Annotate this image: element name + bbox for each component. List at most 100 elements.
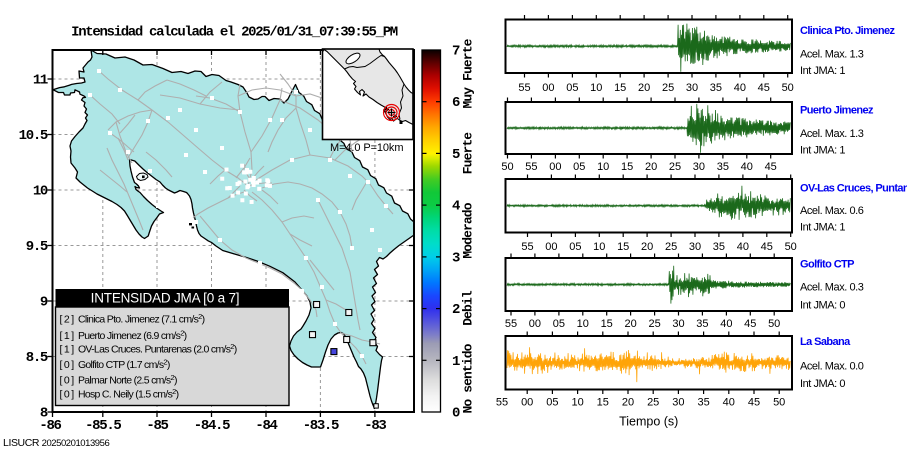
svg-text:45: 45 [761, 241, 773, 253]
svg-text:25: 25 [662, 82, 674, 94]
svg-text:-85.5: -85.5 [85, 418, 121, 434]
svg-text:25: 25 [669, 161, 681, 173]
svg-text:15: 15 [614, 82, 626, 94]
svg-text:15: 15 [617, 241, 629, 253]
svg-text:Intensidad calculada el 2025/0: Intensidad calculada el 2025/01/31_07:39… [71, 25, 398, 41]
svg-text:3: 3 [452, 250, 460, 266]
svg-text:9: 9 [40, 295, 48, 311]
svg-text:00: 00 [545, 241, 557, 253]
svg-text:15: 15 [601, 318, 613, 330]
svg-text:No sentido: No sentido [461, 343, 476, 413]
svg-text:Int JMA: 0: Int JMA: 0 [800, 378, 845, 390]
svg-text:40: 40 [723, 397, 735, 409]
svg-text:1: 1 [452, 354, 460, 370]
svg-text:-84: -84 [255, 418, 277, 434]
svg-text:10.5: 10.5 [19, 128, 48, 144]
svg-text:Acel. Max. 0.3: Acel. Max. 0.3 [800, 282, 864, 294]
svg-text:8: 8 [40, 406, 48, 422]
svg-text:45: 45 [744, 318, 756, 330]
svg-text:20: 20 [624, 318, 636, 330]
svg-text:Int JMA: 1: Int JMA: 1 [800, 65, 845, 77]
svg-text:35: 35 [713, 241, 725, 253]
svg-text:15: 15 [597, 397, 609, 409]
svg-text:8.5: 8.5 [26, 350, 48, 366]
svg-text:Acel. Max. 0.0: Acel. Max. 0.0 [800, 360, 864, 372]
svg-text:05: 05 [546, 397, 558, 409]
svg-text:[ 1 ] Puerto Jimenez (6.9 cm/: [ 1 ] Puerto Jimenez (6.9 cm/s2) [60, 329, 187, 343]
svg-text:7: 7 [452, 44, 460, 60]
svg-text:Muy Fuerte: Muy Fuerte [461, 38, 476, 108]
svg-text:50: 50 [501, 161, 513, 173]
svg-text:00: 00 [529, 318, 541, 330]
svg-text:45: 45 [758, 82, 770, 94]
svg-text:20: 20 [645, 161, 657, 173]
svg-text:25: 25 [665, 241, 677, 253]
svg-text:0: 0 [452, 406, 460, 422]
svg-text:9.5: 9.5 [26, 239, 48, 255]
svg-text:20: 20 [622, 397, 634, 409]
svg-text:Acel. Max. 0.6: Acel. Max. 0.6 [800, 205, 864, 217]
svg-text:35: 35 [697, 397, 709, 409]
svg-text:[ 0 ] Hosp C. Neily (1.5 cm/s: [ 0 ] Hosp C. Neily (1.5 cm/s2) [60, 387, 179, 401]
svg-text:30: 30 [672, 397, 684, 409]
svg-text:Clinica Pto. Jimenez: Clinica Pto. Jimenez [800, 25, 895, 37]
svg-text:05: 05 [569, 241, 581, 253]
svg-text:Int JMA: 1: Int JMA: 1 [800, 222, 845, 234]
svg-text:20: 20 [638, 82, 650, 94]
svg-text:55: 55 [518, 82, 530, 94]
svg-text:05: 05 [573, 161, 585, 173]
svg-text:30: 30 [686, 82, 698, 94]
svg-text:35: 35 [710, 82, 722, 94]
svg-text:4: 4 [452, 199, 460, 215]
svg-text:25: 25 [648, 318, 660, 330]
svg-text:-83.5: -83.5 [303, 418, 339, 434]
svg-text:15: 15 [621, 161, 633, 173]
svg-text:La Sabana: La Sabana [800, 336, 851, 348]
svg-text:M=4.0 P=10km: M=4.0 P=10km [330, 142, 403, 154]
svg-text:2: 2 [452, 302, 460, 318]
svg-text:Debil: Debil [461, 290, 476, 326]
svg-text:[ 2 ] Clinica Pto. Jimenez (7: [ 2 ] Clinica Pto. Jimenez (7.1 cm/s2) [60, 312, 205, 326]
svg-text:30: 30 [693, 161, 705, 173]
svg-text:Moderado: Moderado [461, 202, 476, 258]
svg-text:LISUCR 20250201013956: LISUCR 20250201013956 [3, 437, 109, 449]
svg-text:40: 40 [737, 241, 749, 253]
svg-text:Golfito CTP: Golfito CTP [800, 259, 854, 271]
svg-text:00: 00 [542, 82, 554, 94]
svg-text:Tiempo (s): Tiempo (s) [619, 415, 678, 429]
svg-text:10: 10 [571, 397, 583, 409]
svg-text:55: 55 [521, 241, 533, 253]
svg-text:[ 0 ] Golfito CTP (1.7 cm/s2): [ 0 ] Golfito CTP (1.7 cm/s2) [60, 358, 170, 372]
svg-text:50: 50 [768, 318, 780, 330]
svg-text:35: 35 [717, 161, 729, 173]
svg-text:Acel. Max. 1.3: Acel. Max. 1.3 [800, 128, 864, 140]
svg-text:20: 20 [641, 241, 653, 253]
svg-text:INTENSIDAD JMA [0 a 7]: INTENSIDAD JMA [0 a 7] [91, 291, 240, 306]
svg-text:35: 35 [696, 318, 708, 330]
svg-text:-86: -86 [39, 418, 61, 434]
svg-text:5: 5 [452, 147, 460, 163]
svg-text:00: 00 [549, 161, 561, 173]
svg-text:[ 1 ] OV-Las Cruces. Puntaren: [ 1 ] OV-Las Cruces. Puntarenas (2.0 cm/… [60, 342, 237, 356]
svg-text:55: 55 [505, 318, 517, 330]
svg-text:50: 50 [773, 397, 785, 409]
svg-text:6: 6 [452, 95, 460, 111]
svg-text:10: 10 [33, 184, 48, 200]
svg-text:10: 10 [593, 241, 605, 253]
svg-text:10: 10 [577, 318, 589, 330]
svg-text:00: 00 [521, 397, 533, 409]
svg-text:Puerto Jimenez: Puerto Jimenez [800, 105, 874, 117]
svg-text:40: 40 [720, 318, 732, 330]
svg-text:05: 05 [566, 82, 578, 94]
svg-text:10: 10 [597, 161, 609, 173]
svg-text:Int JMA: 1: Int JMA: 1 [800, 145, 845, 157]
svg-text:11: 11 [33, 73, 48, 89]
svg-text:Acel. Max. 1.3: Acel. Max. 1.3 [800, 49, 864, 61]
svg-text:30: 30 [689, 241, 701, 253]
svg-text:-83: -83 [364, 418, 386, 434]
svg-text:55: 55 [496, 397, 508, 409]
svg-text:25: 25 [647, 397, 659, 409]
svg-text:[ 0 ] Palmar Norte (2.5 cm/s2: [ 0 ] Palmar Norte (2.5 cm/s2) [60, 373, 177, 387]
svg-text:50: 50 [785, 241, 797, 253]
svg-text:Fuerte: Fuerte [461, 132, 476, 175]
